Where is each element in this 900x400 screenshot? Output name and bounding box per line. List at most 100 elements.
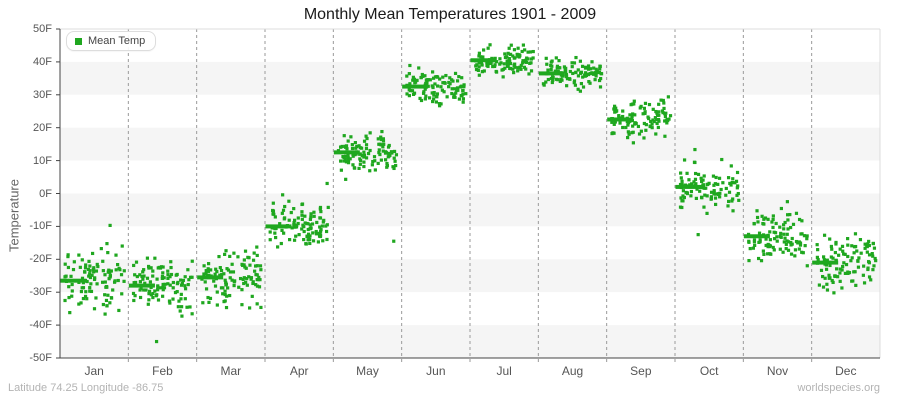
data-point bbox=[599, 76, 603, 81]
data-point bbox=[825, 288, 830, 292]
data-point bbox=[852, 270, 856, 274]
data-point bbox=[407, 94, 411, 98]
data-point bbox=[665, 118, 669, 122]
data-point bbox=[138, 288, 142, 292]
data-point bbox=[546, 77, 550, 82]
data-point bbox=[772, 230, 776, 234]
data-point bbox=[592, 66, 596, 70]
data-point bbox=[822, 258, 826, 262]
data-point bbox=[432, 90, 436, 95]
data-point bbox=[276, 245, 280, 249]
data-point bbox=[66, 265, 71, 270]
data-point bbox=[747, 258, 751, 263]
data-point bbox=[584, 71, 588, 75]
data-point bbox=[782, 232, 786, 236]
data-point bbox=[415, 78, 419, 82]
data-point bbox=[460, 76, 464, 80]
data-point bbox=[531, 56, 535, 60]
data-point bbox=[433, 82, 437, 86]
data-point bbox=[734, 179, 739, 183]
data-point bbox=[362, 150, 366, 154]
data-point bbox=[679, 171, 683, 175]
data-point bbox=[394, 153, 399, 157]
data-point bbox=[568, 77, 572, 81]
data-point bbox=[838, 247, 842, 251]
data-point bbox=[308, 237, 312, 242]
data-point bbox=[83, 294, 88, 298]
data-point bbox=[679, 196, 683, 200]
data-point bbox=[757, 240, 761, 244]
data-point bbox=[816, 248, 820, 252]
mean-line bbox=[743, 234, 770, 239]
data-point bbox=[282, 217, 286, 221]
data-point bbox=[296, 221, 300, 226]
data-point bbox=[292, 207, 296, 211]
data-point bbox=[523, 48, 527, 52]
data-point bbox=[794, 239, 799, 244]
data-point bbox=[587, 80, 591, 84]
data-point bbox=[581, 85, 586, 89]
data-point bbox=[735, 186, 739, 190]
data-point bbox=[694, 182, 698, 186]
data-point bbox=[626, 123, 630, 127]
data-point bbox=[86, 267, 91, 271]
data-point bbox=[228, 276, 232, 280]
data-point bbox=[755, 215, 760, 220]
data-point bbox=[308, 241, 312, 246]
data-point bbox=[832, 291, 836, 295]
data-point bbox=[822, 233, 827, 237]
data-point bbox=[862, 264, 866, 268]
data-point bbox=[383, 158, 388, 162]
data-point bbox=[119, 273, 124, 277]
data-point bbox=[241, 277, 245, 282]
data-point bbox=[843, 271, 847, 275]
data-point bbox=[373, 159, 377, 163]
data-point bbox=[207, 262, 211, 266]
data-point bbox=[392, 166, 396, 171]
data-point bbox=[642, 106, 647, 110]
data-point bbox=[255, 264, 259, 268]
data-point bbox=[325, 181, 329, 186]
data-point bbox=[355, 144, 359, 149]
data-point bbox=[70, 294, 74, 298]
data-point bbox=[728, 181, 732, 186]
data-point bbox=[576, 87, 580, 91]
data-point bbox=[852, 251, 856, 255]
data-point bbox=[624, 125, 628, 130]
data-point bbox=[304, 242, 308, 246]
data-point bbox=[225, 267, 229, 271]
data-point bbox=[846, 237, 850, 241]
data-point bbox=[104, 284, 109, 289]
data-point bbox=[762, 252, 766, 256]
data-point bbox=[181, 278, 185, 283]
data-point bbox=[245, 283, 249, 287]
data-point bbox=[280, 228, 284, 233]
data-point bbox=[309, 212, 313, 216]
data-point bbox=[325, 237, 329, 242]
data-point bbox=[319, 209, 323, 214]
data-point bbox=[505, 62, 510, 67]
data-point bbox=[867, 275, 872, 279]
data-point bbox=[583, 73, 587, 77]
footer-coordinates: Latitude 74.25 Longitude -86.75 bbox=[8, 382, 164, 394]
data-point bbox=[766, 217, 770, 221]
data-point bbox=[659, 98, 663, 102]
data-point bbox=[77, 302, 81, 306]
data-point bbox=[314, 232, 319, 236]
data-point bbox=[428, 78, 432, 82]
data-point bbox=[656, 117, 661, 122]
data-point bbox=[761, 249, 765, 253]
x-tick-label: Oct bbox=[699, 364, 719, 378]
data-point bbox=[707, 181, 711, 185]
data-point bbox=[371, 159, 375, 164]
data-point bbox=[297, 233, 301, 237]
data-point bbox=[717, 176, 722, 180]
data-point bbox=[800, 250, 804, 254]
data-point bbox=[507, 46, 511, 50]
data-point bbox=[431, 70, 435, 74]
data-point bbox=[805, 264, 809, 268]
data-point bbox=[300, 213, 304, 217]
data-point bbox=[159, 265, 164, 269]
data-point bbox=[556, 69, 560, 73]
data-point bbox=[696, 172, 701, 176]
